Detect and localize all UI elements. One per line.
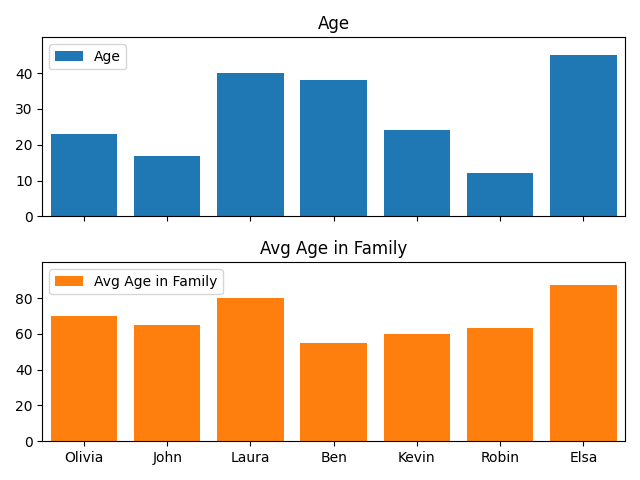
Bar <box>134 156 200 216</box>
Bar <box>550 55 617 216</box>
Bar <box>134 325 200 441</box>
Bar <box>383 334 450 441</box>
Bar <box>217 298 284 441</box>
Bar <box>300 80 367 216</box>
Legend: Avg Age in Family: Avg Age in Family <box>49 269 223 294</box>
Bar <box>550 286 617 441</box>
Legend: Age: Age <box>49 44 126 70</box>
Title: Avg Age in Family: Avg Age in Family <box>260 240 407 258</box>
Bar <box>383 131 450 216</box>
Bar <box>467 328 534 441</box>
Title: Age: Age <box>317 15 349 33</box>
Bar <box>51 134 117 216</box>
Bar <box>300 343 367 441</box>
Bar <box>217 73 284 216</box>
Bar <box>51 316 117 441</box>
Bar <box>467 173 534 216</box>
